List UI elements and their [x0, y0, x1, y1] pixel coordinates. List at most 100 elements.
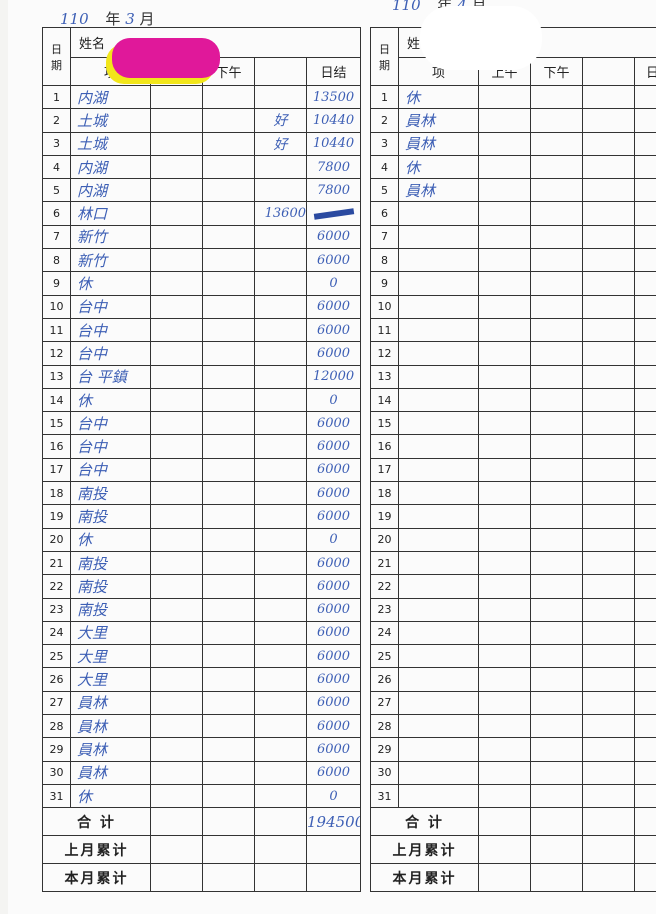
daily-total	[633, 644, 656, 669]
table-row: 17	[370, 457, 656, 483]
extra-cell: 好	[254, 131, 307, 156]
daily-total: 6000	[305, 457, 362, 483]
morning-cell	[478, 341, 531, 366]
morning-cell	[150, 248, 203, 273]
table-row: 27	[370, 690, 656, 716]
totals-row: 合 计 194500	[42, 807, 362, 837]
extra-cell	[582, 574, 635, 599]
day-number: 20	[370, 527, 399, 552]
item-location	[398, 714, 479, 739]
afternoon-cell	[530, 154, 583, 180]
table-row: 7	[370, 224, 656, 250]
extra-cell	[254, 271, 307, 296]
daily-total: 6000	[305, 760, 362, 785]
item-location: 大里	[70, 644, 151, 669]
table-row: 29	[370, 737, 656, 762]
afternoon-cell	[530, 644, 583, 669]
afternoon-cell	[202, 294, 255, 319]
item-location: 台中	[70, 434, 151, 459]
day-number: 7	[370, 224, 399, 250]
day-number: 4	[370, 154, 399, 180]
morning-cell	[150, 714, 203, 739]
item-location: 内湖	[70, 154, 151, 180]
day-number: 2	[370, 108, 399, 133]
year-label: 年	[105, 10, 121, 28]
extra-cell	[254, 178, 307, 203]
left-ledger-table: 日期 姓名 项 上午 下午 日结 1内湖135002土城好104403土城好10…	[42, 27, 362, 893]
afternoon-cell	[530, 341, 583, 366]
day-number: 17	[370, 457, 399, 483]
afternoon-cell	[530, 271, 583, 296]
morning-cell	[150, 154, 203, 180]
afternoon-cell	[202, 783, 255, 809]
extra-cell	[254, 317, 307, 343]
daily-total	[633, 154, 656, 180]
item-location	[398, 411, 479, 436]
daily-total	[633, 411, 656, 436]
daily-total	[633, 760, 656, 785]
extra-cell	[582, 131, 635, 156]
day-number: 11	[370, 317, 399, 343]
item-location: 員林	[70, 760, 151, 785]
item-location: 大里	[70, 667, 151, 692]
day-number: 25	[42, 644, 71, 669]
afternoon-cell	[202, 317, 255, 343]
afternoon-cell	[202, 550, 255, 576]
item-location	[398, 341, 479, 366]
morning-cell	[478, 84, 531, 110]
afternoon-cell	[530, 690, 583, 716]
header-date: 日期	[370, 27, 399, 86]
afternoon-cell	[202, 387, 255, 413]
daily-total	[633, 271, 656, 296]
morning-cell	[150, 835, 203, 865]
right-ledger-table: 日期 姓名 项 上午 下午 日 1休2員林3員林4休5員林67891011121…	[370, 27, 656, 893]
totals-row: 上月累计	[370, 835, 656, 865]
daily-total-crossed-out	[305, 201, 362, 226]
afternoon-cell	[202, 271, 255, 296]
daily-total: 0	[305, 271, 362, 296]
extra-cell: 13600	[254, 201, 307, 226]
extra-cell	[582, 667, 635, 692]
daily-total	[633, 737, 656, 762]
afternoon-cell	[202, 434, 255, 459]
afternoon-cell	[530, 550, 583, 576]
afternoon-cell	[530, 224, 583, 250]
morning-cell	[478, 690, 531, 716]
day-number: 24	[42, 620, 71, 646]
day-number: 6	[42, 201, 71, 226]
table-row: 20 休 0	[42, 527, 362, 552]
afternoon-cell	[202, 248, 255, 273]
daily-total	[633, 294, 656, 319]
table-row: 25 大里 6000	[42, 644, 362, 669]
daily-total: 7800	[305, 154, 362, 180]
table-row: 14	[370, 387, 656, 413]
morning-cell	[478, 387, 531, 413]
extra-cell	[254, 224, 307, 250]
morning-cell	[478, 597, 531, 622]
daily-total	[633, 341, 656, 366]
year-value: 110	[392, 0, 421, 14]
daily-total: 12000	[305, 364, 362, 389]
month-value: 3	[125, 10, 135, 28]
table-row: 5 員林	[370, 178, 656, 203]
item-location	[398, 271, 479, 296]
day-number: 2	[42, 108, 71, 133]
extra-cell	[582, 248, 635, 273]
morning-cell	[150, 667, 203, 692]
day-number: 10	[370, 294, 399, 319]
table-row: 2 土城 好 10440	[42, 108, 362, 133]
afternoon-cell	[202, 807, 255, 837]
daily-total	[633, 504, 656, 529]
item-location: 台 平鎮	[70, 364, 151, 389]
item-location: 休	[398, 154, 479, 180]
extra-cell	[582, 201, 635, 226]
morning-cell	[478, 574, 531, 599]
table-row: 19 南投 6000	[42, 504, 362, 529]
daily-total	[633, 84, 656, 110]
day-number: 28	[42, 714, 71, 739]
extra-cell	[254, 294, 307, 319]
item-location	[398, 224, 479, 250]
table-row: 3 土城 好 10440	[42, 131, 362, 156]
extra-cell	[254, 620, 307, 646]
